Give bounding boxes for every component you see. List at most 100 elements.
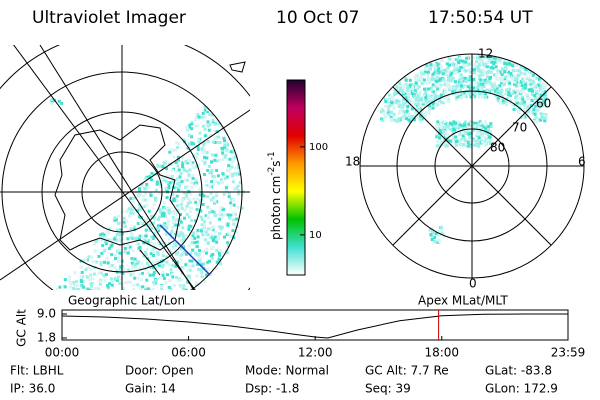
aurora-pixel: [532, 108, 536, 111]
aurora-pixel: [179, 171, 183, 175]
aurora-pixel: [435, 135, 439, 139]
aurora-pixel: [121, 271, 125, 275]
aurora-pixel: [458, 69, 462, 73]
aurora-pixel: [198, 187, 202, 191]
aurora-pixel: [475, 85, 479, 89]
aurora-pixel: [479, 87, 483, 91]
aurora-pixel: [541, 96, 545, 100]
aurora-pixel: [532, 119, 536, 123]
aurora-pixel: [439, 64, 443, 68]
aurora-pixel: [191, 176, 195, 180]
aurora-pixel: [196, 211, 200, 215]
aurora-pixel: [221, 151, 225, 155]
aurora-pixel: [190, 186, 194, 190]
y-tick-label: 9.0: [37, 307, 56, 321]
aurora-pixel: [444, 122, 448, 125]
aurora-pixel: [175, 186, 179, 190]
aurora-pixel: [499, 89, 502, 93]
aurora-pixel: [527, 97, 530, 101]
aurora-pixel: [215, 140, 219, 144]
aurora-pixel: [503, 70, 507, 74]
aurora-pixel: [473, 63, 476, 67]
aurora-pixel: [476, 56, 479, 60]
aurora-pixel: [489, 58, 493, 62]
aurora-pixel: [523, 115, 527, 119]
aurora-pixel: [464, 64, 468, 68]
aurora-pixel: [139, 221, 143, 225]
aurora-pixel: [240, 206, 244, 210]
aurora-pixel: [174, 161, 178, 165]
aurora-pixel: [455, 67, 459, 71]
aurora-pixel: [530, 71, 533, 75]
aurora-pixel: [489, 142, 492, 146]
aurora-pixel: [514, 63, 518, 67]
aurora-pixel: [130, 257, 134, 261]
aurora-pixel: [208, 221, 212, 225]
aurora-pixel: [220, 181, 224, 185]
aurora-pixel: [413, 95, 416, 99]
aurora-pixel: [181, 239, 185, 243]
info-field: Seq: 39: [365, 382, 411, 396]
aurora-pixel: [190, 259, 194, 263]
aurora-pixel: [195, 181, 199, 185]
aurora-pixel: [227, 191, 231, 195]
aurora-pixel: [451, 85, 455, 89]
aurora-pixel: [181, 198, 184, 202]
aurora-pixel: [444, 130, 448, 134]
aurora-pixel: [513, 74, 516, 78]
aurora-pixel: [217, 181, 221, 185]
aurora-pixel: [218, 253, 222, 257]
aurora-pixel: [454, 93, 458, 97]
aurora-pixel: [168, 150, 172, 154]
aurora-pixel: [184, 234, 188, 237]
aurora-pixel: [129, 236, 133, 239]
aurora-pixel: [187, 228, 191, 231]
aurora-pixel: [404, 96, 408, 100]
aurora-pixel: [165, 289, 169, 290]
aurora-pixel: [479, 130, 483, 134]
aurora-pixel: [166, 181, 170, 185]
aurora-pixel: [140, 261, 144, 265]
aurora-pixel: [102, 273, 106, 277]
aurora-pixel: [393, 98, 397, 102]
aurora-pixel: [402, 109, 406, 113]
aurora-pixel: [515, 77, 519, 81]
aurora-pixel: [382, 113, 386, 117]
aurora-pixel: [188, 224, 192, 228]
aurora-pixel: [190, 219, 194, 223]
aurora-pixel: [232, 222, 236, 226]
aurora-pixel: [505, 79, 509, 83]
aurora-pixel: [71, 286, 75, 290]
aurora-pixel: [146, 185, 150, 189]
aurora-pixel: [121, 287, 125, 290]
aurora-pixel: [154, 199, 158, 203]
aurora-pixel: [203, 173, 206, 176]
aurora-pixel: [503, 62, 507, 66]
aurora-pixel: [188, 264, 192, 268]
aurora-pixel: [483, 120, 487, 124]
aurora-pixel: [216, 119, 220, 123]
aurora-pixel: [206, 108, 210, 112]
aurora-pixel: [223, 155, 227, 159]
aurora-pixel: [196, 235, 200, 239]
aurora-pixel: [455, 84, 459, 88]
aurora-pixel: [517, 73, 521, 77]
aurora-pixel: [540, 104, 544, 108]
aurora-pixel: [413, 118, 416, 122]
aurora-pixel: [195, 253, 199, 257]
aurora-pixel: [152, 288, 155, 290]
aurora-pixel: [384, 104, 387, 108]
aurora-pixel: [522, 109, 526, 113]
aurora-pixel: [145, 261, 149, 265]
aurora-pixel: [116, 232, 120, 236]
aurora-pixel: [441, 133, 445, 137]
aurora-pixel: [489, 66, 493, 70]
aurora-pixel: [450, 122, 454, 126]
aurora-pixel: [468, 135, 472, 139]
aurora-pixel: [446, 78, 450, 82]
aurora-pixel: [467, 132, 471, 136]
aurora-pixel: [484, 138, 488, 142]
aurora-pixel: [99, 262, 103, 266]
aurora-pixel: [207, 139, 210, 143]
unit: s: [269, 160, 283, 166]
